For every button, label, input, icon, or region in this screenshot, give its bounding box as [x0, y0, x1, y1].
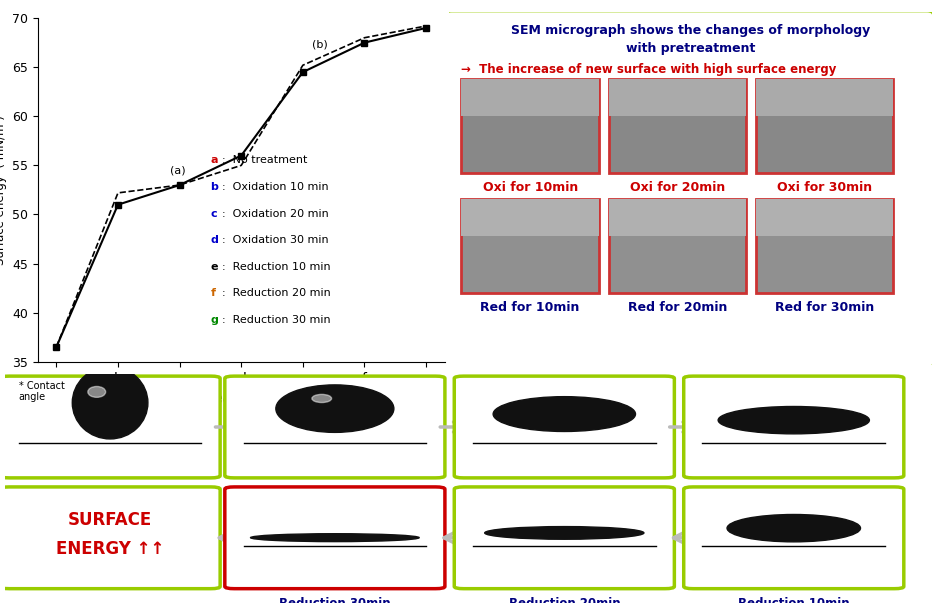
Text: f: f: [210, 288, 216, 298]
Text: e: e: [210, 262, 218, 271]
Text: Reduction 10min: Reduction 10min: [738, 596, 850, 603]
X-axis label: Treatment: Treatment: [197, 391, 286, 406]
Ellipse shape: [718, 406, 869, 434]
Text: :  Oxidation 30 min: : Oxidation 30 min: [221, 235, 328, 245]
Ellipse shape: [251, 534, 419, 541]
Text: Oxi for 20min: Oxi for 20min: [630, 182, 725, 194]
Y-axis label: Surface energy  ( mN/m ): Surface energy ( mN/m ): [0, 115, 7, 265]
Bar: [756, 199, 893, 236]
Text: Red for 30min: Red for 30min: [775, 302, 874, 314]
Ellipse shape: [72, 367, 148, 439]
FancyBboxPatch shape: [684, 487, 903, 589]
Bar: [756, 79, 893, 172]
Text: (b): (b): [312, 40, 328, 49]
Text: :  Reduction 30 min: : Reduction 30 min: [221, 315, 330, 324]
Text: Oxidation 10 min: Oxidation 10 min: [278, 486, 392, 499]
Text: :  Oxidation 10 min: : Oxidation 10 min: [221, 182, 328, 192]
Text: Oxi for 30min: Oxi for 30min: [777, 182, 872, 194]
Text: :  Reduction 20 min: : Reduction 20 min: [221, 288, 330, 298]
Text: SURFACE: SURFACE: [68, 511, 152, 529]
Text: :  Oxidation 20 min: : Oxidation 20 min: [221, 209, 328, 218]
FancyBboxPatch shape: [684, 376, 903, 478]
Text: d: d: [210, 235, 219, 245]
Ellipse shape: [727, 514, 861, 542]
Text: a: a: [210, 156, 218, 165]
Ellipse shape: [88, 387, 106, 397]
Text: ENERGY ↑↑: ENERGY ↑↑: [56, 540, 165, 558]
Text: (a): (a): [170, 165, 186, 175]
Bar: [462, 79, 599, 172]
Text: * Contact
angle: * Contact angle: [19, 380, 64, 402]
Bar: [608, 199, 746, 292]
FancyBboxPatch shape: [225, 376, 445, 478]
FancyBboxPatch shape: [225, 487, 445, 589]
Text: Oxi for 10min: Oxi for 10min: [482, 182, 578, 194]
FancyBboxPatch shape: [445, 10, 935, 368]
Bar: [608, 79, 746, 172]
Text: Red for 20min: Red for 20min: [627, 302, 727, 314]
Bar: [462, 79, 599, 116]
Text: :  No treatment: : No treatment: [221, 156, 307, 165]
Text: Oxidation 20 min: Oxidation 20 min: [508, 486, 621, 499]
Ellipse shape: [312, 394, 332, 403]
Text: Red for 10min: Red for 10min: [481, 302, 580, 314]
Text: b: b: [210, 182, 219, 192]
FancyBboxPatch shape: [0, 487, 220, 589]
Bar: [608, 79, 746, 116]
Text: Reduction 20min: Reduction 20min: [509, 596, 621, 603]
FancyBboxPatch shape: [454, 487, 674, 589]
Text: →  The increase of new surface with high surface energy: → The increase of new surface with high …: [462, 63, 837, 76]
Text: No treatment: No treatment: [65, 486, 155, 499]
Text: c: c: [210, 209, 217, 218]
Bar: [756, 199, 893, 292]
Bar: [462, 199, 599, 292]
Bar: [462, 199, 599, 236]
Text: with pretreatment: with pretreatment: [626, 42, 755, 55]
Text: :  Reduction 10 min: : Reduction 10 min: [221, 262, 330, 271]
FancyBboxPatch shape: [0, 376, 220, 478]
Ellipse shape: [484, 526, 644, 539]
Text: g: g: [210, 315, 219, 324]
Text: Reduction 30min: Reduction 30min: [279, 596, 391, 603]
Bar: [756, 79, 893, 116]
FancyBboxPatch shape: [454, 376, 674, 478]
Ellipse shape: [276, 385, 394, 432]
Text: SEM micrograph shows the changes of morphology: SEM micrograph shows the changes of morp…: [511, 24, 870, 37]
Text: Oxidation 30 min: Oxidation 30 min: [737, 486, 850, 499]
Bar: [608, 199, 746, 236]
Ellipse shape: [493, 397, 636, 432]
